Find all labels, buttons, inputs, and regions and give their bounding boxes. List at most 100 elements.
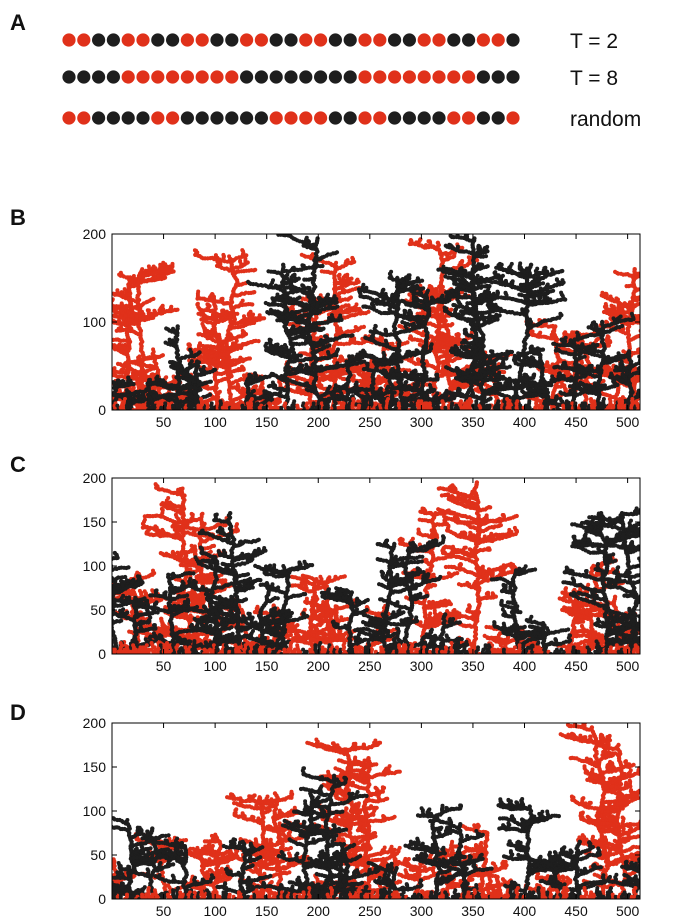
bead (121, 70, 135, 84)
bead (254, 33, 268, 47)
x-tick-label: 300 (410, 903, 434, 917)
x-tick-label: 400 (513, 903, 537, 917)
bead (506, 70, 520, 84)
y-tick-label: 150 (83, 759, 107, 775)
bead (417, 33, 431, 47)
bead (432, 111, 446, 125)
row-label-random: random (570, 108, 641, 131)
bead (269, 111, 283, 125)
y-tick-label: 200 (83, 715, 107, 731)
bead (476, 111, 490, 125)
bead (151, 111, 165, 125)
bead (151, 70, 165, 84)
plot-area (112, 723, 640, 899)
bead (92, 70, 106, 84)
bead (240, 70, 254, 84)
bead (106, 111, 120, 125)
y-tick-label: 50 (90, 847, 106, 863)
bead (210, 33, 224, 47)
panel-d-label: D (10, 700, 26, 725)
panel-b-label: B (10, 205, 26, 230)
bead (299, 33, 313, 47)
y-tick-label: 100 (83, 558, 107, 574)
x-tick-label: 500 (616, 903, 640, 917)
y-tick-label: 0 (98, 646, 106, 662)
x-tick-label: 200 (307, 414, 331, 430)
bead (328, 111, 342, 125)
bead (195, 33, 209, 47)
bead (77, 33, 91, 47)
x-tick-label: 50 (156, 658, 172, 674)
bead (92, 33, 106, 47)
bead (358, 33, 372, 47)
x-tick-label: 350 (461, 903, 485, 917)
x-tick-label: 100 (203, 903, 227, 917)
bead (462, 33, 476, 47)
bead (358, 70, 372, 84)
row-label-t2: T = 2 (570, 30, 618, 53)
bead (62, 33, 76, 47)
bead (180, 33, 194, 47)
x-tick-label: 400 (513, 658, 537, 674)
bead (373, 33, 387, 47)
plot-area (112, 480, 640, 654)
x-tick-label: 150 (255, 903, 279, 917)
plot-area (112, 234, 640, 410)
bead (106, 33, 120, 47)
tree-cluster (524, 614, 573, 654)
x-tick-label: 100 (203, 414, 227, 430)
tree-cluster (252, 559, 315, 654)
y-tick-label: 100 (83, 314, 107, 330)
bead (491, 111, 505, 125)
bead (373, 111, 387, 125)
x-tick-label: 250 (358, 903, 382, 917)
panel-b-chart: 50 100 150 200 250 300 350 400 450 500 0 100 200 (83, 226, 641, 430)
bead (195, 111, 209, 125)
tree-cluster (186, 832, 240, 899)
tree-cluster (403, 803, 464, 899)
bead (388, 111, 402, 125)
bead (225, 70, 239, 84)
bead (92, 111, 106, 125)
bead (166, 111, 180, 125)
bead (432, 33, 446, 47)
panel-c-label: C (10, 452, 26, 477)
x-tick-label: 200 (307, 903, 331, 917)
bead (491, 70, 505, 84)
tree-cluster (153, 835, 216, 899)
tree-cluster (193, 511, 270, 654)
bead (254, 111, 268, 125)
bead (447, 70, 461, 84)
bead (476, 70, 490, 84)
bead (254, 70, 268, 84)
x-tick-label: 500 (616, 414, 640, 430)
tree-cluster (584, 506, 640, 654)
bead (284, 111, 298, 125)
bead (328, 70, 342, 84)
bead (62, 111, 76, 125)
bead (180, 111, 194, 125)
bead (506, 111, 520, 125)
tree-cluster (418, 612, 470, 654)
bead (447, 33, 461, 47)
row-label-t8: T = 8 (570, 67, 618, 90)
bead (432, 70, 446, 84)
y-tick-label: 150 (83, 514, 107, 530)
x-tick-label: 350 (461, 414, 485, 430)
tree-cluster (553, 553, 626, 654)
bead (343, 70, 357, 84)
bead (210, 111, 224, 125)
base-fringe (112, 397, 640, 410)
bead (402, 111, 416, 125)
tree-cluster (112, 590, 160, 654)
bead (299, 70, 313, 84)
x-tick-label: 350 (461, 658, 485, 674)
bead (225, 111, 239, 125)
tree-cluster (287, 766, 369, 899)
bead (314, 111, 328, 125)
x-tick-label: 100 (203, 658, 227, 674)
bead (491, 33, 505, 47)
bead (269, 70, 283, 84)
bead (417, 70, 431, 84)
bead (388, 33, 402, 47)
